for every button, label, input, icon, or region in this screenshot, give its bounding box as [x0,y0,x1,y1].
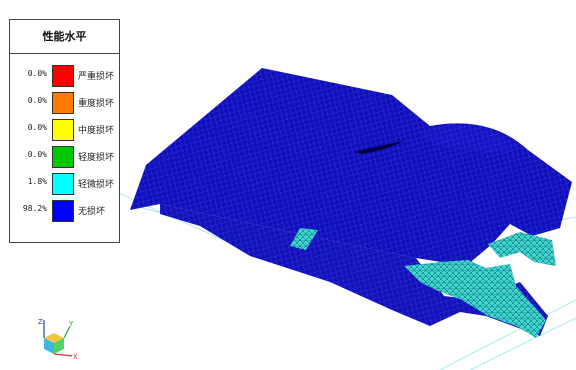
legend-label: 轻度损坏 [78,153,115,163]
legend-label: 重度损坏 [78,99,115,109]
legend-item-light: 0.0% 轻度损坏 [10,146,119,168]
legend-swatch [52,200,74,222]
legend-label: 严重损坏 [78,72,115,82]
legend-swatch [52,119,74,141]
surface-mesh-model [130,68,572,338]
legend-percent: 0.0% [27,123,47,132]
legend-percent: 0.0% [27,96,47,105]
legend-item-severe: 0.0% 严重损坏 [10,65,119,87]
axis-x-label: X [73,353,78,360]
legend-percent: 0.0% [27,150,47,159]
performance-legend: 性能水平 0.0% 严重损坏 0.0% 重度损坏 0.0% 中度损坏 0.0% … [9,19,120,243]
axis-z-label: Z [38,318,43,326]
legend-label: 无损坏 [78,207,106,217]
legend-percent: 0.0% [27,69,47,78]
legend-item-none: 98.2% 无损坏 [10,200,119,222]
legend-swatch [52,146,74,168]
legend-percent: 1.8% [27,177,47,186]
axis-y-label: Y [68,320,74,328]
legend-percent: 98.2% [22,204,47,213]
legend-label: 中度损坏 [78,126,115,136]
legend-item-heavy: 0.0% 重度损坏 [10,92,119,114]
legend-title: 性能水平 [10,20,119,54]
axis-triad-icon: Z Y X [38,318,78,360]
legend-swatch [52,92,74,114]
legend-swatch [52,65,74,87]
legend-label: 轻微损坏 [78,180,115,190]
legend-item-slight: 1.8% 轻微损坏 [10,173,119,195]
legend-item-moderate: 0.0% 中度损坏 [10,119,119,141]
legend-swatch [52,173,74,195]
